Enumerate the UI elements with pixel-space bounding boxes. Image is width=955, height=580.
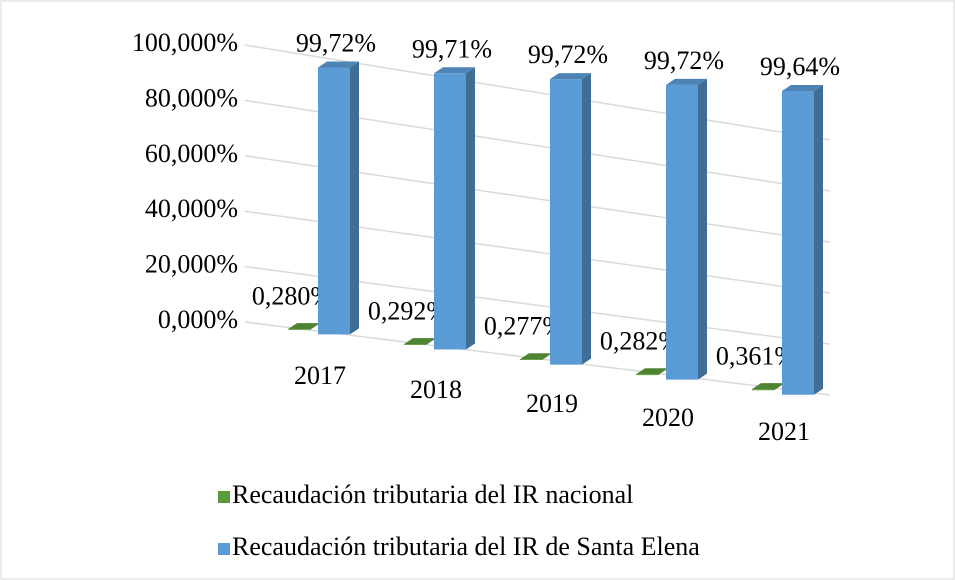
bar-top [288,323,319,330]
bar [782,84,823,395]
legend-swatch [218,543,230,555]
bar-top [318,61,359,68]
bar-top [782,84,823,91]
bar [666,78,707,380]
bar [752,383,783,391]
bar [404,338,435,345]
bar-side [814,84,823,395]
value-label: 99,64% [760,52,840,81]
x-tick-label: 2019 [526,389,578,418]
value-label: 99,72% [644,46,724,75]
y-tick-label: 80,000% [145,83,238,112]
bar-front [520,359,542,361]
bar [636,368,667,376]
bar-side [774,383,783,391]
bar-top [404,338,435,345]
x-tick-label: 2017 [294,361,346,390]
bar-front [666,84,698,380]
bar-side [698,78,707,380]
bar-side [426,338,435,345]
legend-label: Recaudación tributaria del IR nacional [232,480,633,509]
bar-front [782,90,814,395]
bar-side [310,323,319,330]
bar [520,353,551,361]
bar [318,61,359,335]
legend-swatch [218,491,230,503]
y-tick-label: 0,000% [158,305,238,334]
bar-top [636,368,667,375]
bar [288,323,319,330]
bar-front [404,344,426,345]
bar [434,67,475,350]
bar-front [434,73,466,350]
bar-side [582,73,591,365]
bar-top [752,383,783,390]
legend-label: Recaudación tributaria del IR de Santa E… [232,532,700,561]
bar-front [636,374,658,376]
value-label: 99,71% [412,34,492,63]
bar-front [318,67,350,335]
y-tick-label: 40,000% [145,194,238,223]
bar-front [288,329,310,330]
x-tick-label: 2020 [642,403,694,432]
bar [550,73,591,365]
y-tick-label: 100,000% [132,28,238,57]
bar-top [434,67,475,74]
bar-side [542,353,551,361]
bar-side [658,368,667,376]
bar-side [466,67,475,350]
x-tick-label: 2021 [758,417,810,446]
value-label: 99,72% [296,28,376,57]
bar-side [350,61,359,335]
bar-front [550,79,582,365]
bar-front [752,389,774,391]
bar-top [520,353,551,360]
value-label: 99,72% [528,40,608,69]
y-tick-label: 20,000% [145,250,238,279]
bar-top [550,73,591,80]
grid-line [244,44,831,141]
bar-top [666,78,707,85]
x-tick-label: 2018 [410,375,462,404]
y-tick-label: 60,000% [145,139,238,168]
